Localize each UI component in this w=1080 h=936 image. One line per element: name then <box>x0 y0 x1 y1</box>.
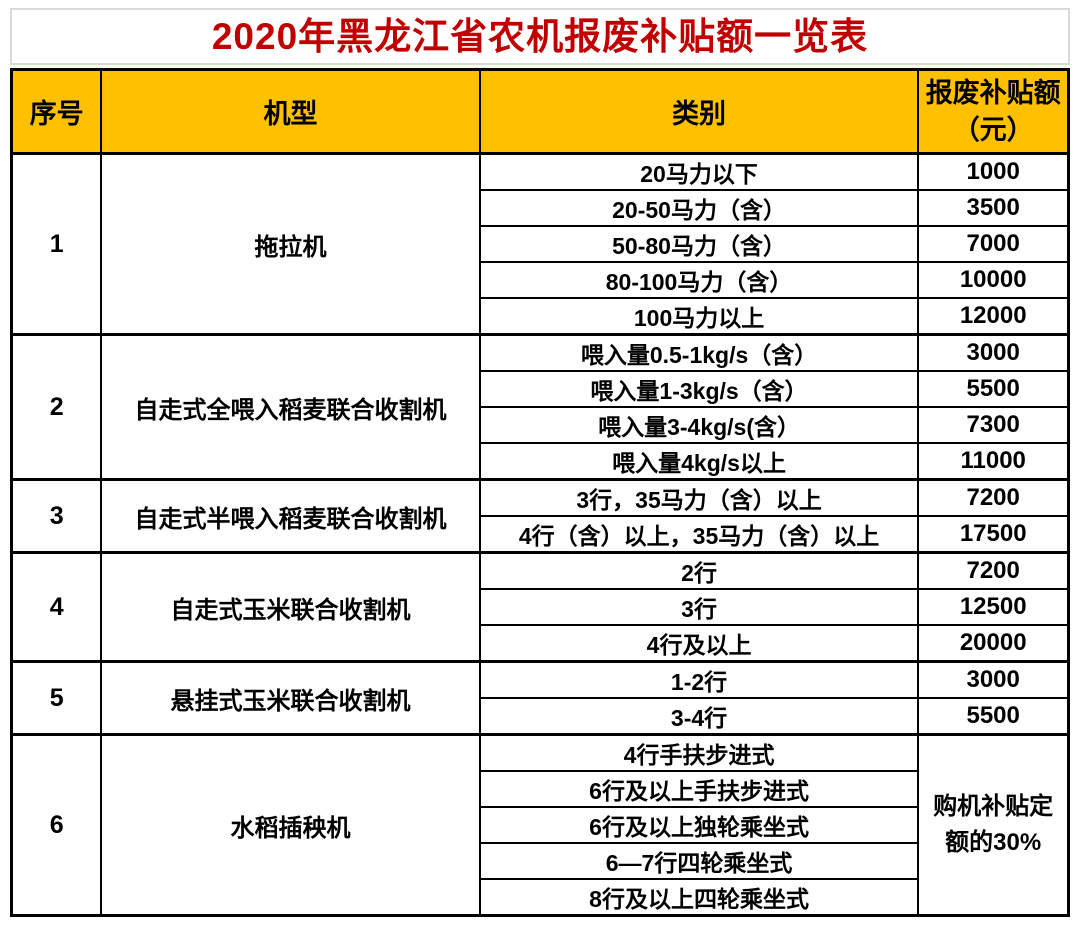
table-row: 喂入量1-3kg/s（含） 5500 <box>12 370 1070 408</box>
amount-cell: 7200 <box>917 478 1070 517</box>
machine-cell: 自走式玉米联合收割机 <box>100 551 481 663</box>
amount-cell: 17500 <box>917 515 1070 554</box>
category-cell: 20-50马力（含） <box>478 189 920 227</box>
seq-cell: 1 <box>10 152 103 336</box>
amount-cell: 7200 <box>917 551 1070 590</box>
category-cell: 4行手扶步进式 <box>478 733 920 772</box>
amount-cell: 3000 <box>917 660 1070 699</box>
category-cell: 3行 <box>478 588 920 626</box>
table-title: 2020年黑龙江省农机报废补贴额一览表 <box>211 16 869 57</box>
machine-cell: 自走式半喂入稻麦联合收割机 <box>100 478 481 554</box>
header-seq: 序号 <box>10 68 103 155</box>
category-cell: 2行 <box>478 551 920 590</box>
amount-cell: 1000 <box>917 152 1070 191</box>
category-cell: 6行及以上独轮乘坐式 <box>478 806 920 844</box>
category-cell: 喂入量4kg/s以上 <box>478 442 920 481</box>
table-row: 1 拖拉机 20马力以下 1000 <box>10 152 1070 336</box>
table-row: 4行及以上 20000 <box>12 624 1070 663</box>
table-row: 喂入量4kg/s以上 11000 <box>12 442 1070 481</box>
table-row: 20-50马力（含） 3500 <box>12 189 1070 227</box>
header-machine: 机型 <box>100 68 481 155</box>
amount-cell: 3000 <box>917 333 1070 372</box>
amount-cell: 7000 <box>917 225 1070 263</box>
category-cell: 6行及以上手扶步进式 <box>478 770 920 808</box>
category-cell: 3-4行 <box>478 697 920 736</box>
seq-cell: 6 <box>10 733 103 917</box>
table-row: 6 水稻插秧机 4行手扶步进式 购机补贴定额的30% <box>10 733 1070 917</box>
machine-cell: 拖拉机 <box>100 152 481 336</box>
header-row: 序号 机型 类别 报废补贴额 （元） <box>10 68 1070 155</box>
machine-cell: 悬挂式玉米联合收割机 <box>100 660 481 736</box>
amount-cell: 12000 <box>917 297 1070 336</box>
table-row: 2 自走式全喂入稻麦联合收割机 喂入量0.5-1kg/s（含） 3000 <box>10 333 1070 481</box>
category-cell: 80-100马力（含） <box>478 261 920 299</box>
category-cell: 1-2行 <box>478 660 920 699</box>
table-row: 喂入量3-4kg/s(含） 7300 <box>12 406 1070 444</box>
amount-cell: 7300 <box>917 406 1070 444</box>
table-row: 50-80马力（含） 7000 <box>12 225 1070 263</box>
table-row: 4 自走式玉米联合收割机 2行 7200 <box>10 551 1070 663</box>
amount-cell: 5500 <box>917 370 1070 408</box>
amount-cell: 5500 <box>917 697 1070 736</box>
table-row: 6行及以上手扶步进式 <box>12 770 1069 808</box>
header-category: 类别 <box>478 68 920 155</box>
category-cell: 100马力以上 <box>478 297 920 336</box>
category-cell: 喂入量1-3kg/s（含） <box>478 370 920 408</box>
category-cell: 喂入量0.5-1kg/s（含） <box>478 333 920 372</box>
machine-cell: 自走式全喂入稻麦联合收割机 <box>100 333 481 481</box>
table-row: 8行及以上四轮乘坐式 <box>12 878 1069 917</box>
seq-cell: 4 <box>10 551 103 663</box>
table-row: 100马力以上 12000 <box>12 297 1070 336</box>
header-amount-line1: 报废补贴额 <box>925 78 1061 109</box>
category-cell: 6—7行四轮乘坐式 <box>478 842 920 880</box>
table-row: 3 自走式半喂入稻麦联合收割机 3行，35马力（含）以上 7200 <box>10 478 1070 554</box>
subsidy-table: 序号 机型 类别 报废补贴额 （元） 1 拖拉机 20马力以下 1000 20-50马力… <box>10 68 1070 917</box>
category-cell: 4行（含）以上，35马力（含）以上 <box>478 515 920 554</box>
seq-cell: 3 <box>10 478 103 554</box>
amount-cell: 20000 <box>917 624 1070 663</box>
table-row: 6行及以上独轮乘坐式 <box>12 806 1069 844</box>
amount-cell: 10000 <box>917 261 1070 299</box>
category-cell: 3行，35马力（含）以上 <box>478 478 920 517</box>
amount-cell: 11000 <box>917 442 1070 481</box>
seq-cell: 5 <box>10 660 103 736</box>
table-row: 3-4行 5500 <box>12 697 1070 736</box>
table-row: 4行（含）以上，35马力（含）以上 17500 <box>12 515 1070 554</box>
amount-merged-cell: 购机补贴定额的30% <box>917 733 1070 917</box>
table-body: 1 拖拉机 20马力以下 1000 20-50马力（含） 3500 50-80马力（含） 70… <box>10 152 1070 917</box>
category-cell: 20马力以下 <box>478 152 920 191</box>
category-cell: 50-80马力（含） <box>478 225 920 263</box>
header-amount-line2: （元） <box>952 114 1034 145</box>
table-header: 序号 机型 类别 报废补贴额 （元） <box>10 68 1070 155</box>
category-cell: 4行及以上 <box>478 624 920 663</box>
table-row: 5 悬挂式玉米联合收割机 1-2行 3000 <box>10 660 1070 736</box>
amount-cell: 12500 <box>917 588 1070 626</box>
category-cell: 喂入量3-4kg/s(含） <box>478 406 920 444</box>
header-amount: 报废补贴额 （元） <box>917 68 1070 155</box>
machine-cell: 水稻插秧机 <box>100 733 481 917</box>
category-cell: 8行及以上四轮乘坐式 <box>478 878 920 917</box>
seq-cell: 2 <box>10 333 103 481</box>
table-row: 6—7行四轮乘坐式 <box>12 842 1069 880</box>
amount-cell: 3500 <box>917 189 1070 227</box>
table-row: 80-100马力（含） 10000 <box>12 261 1070 299</box>
table-title-box: 2020年黑龙江省农机报废补贴额一览表 <box>10 8 1070 65</box>
table-row: 3行 12500 <box>12 588 1070 626</box>
